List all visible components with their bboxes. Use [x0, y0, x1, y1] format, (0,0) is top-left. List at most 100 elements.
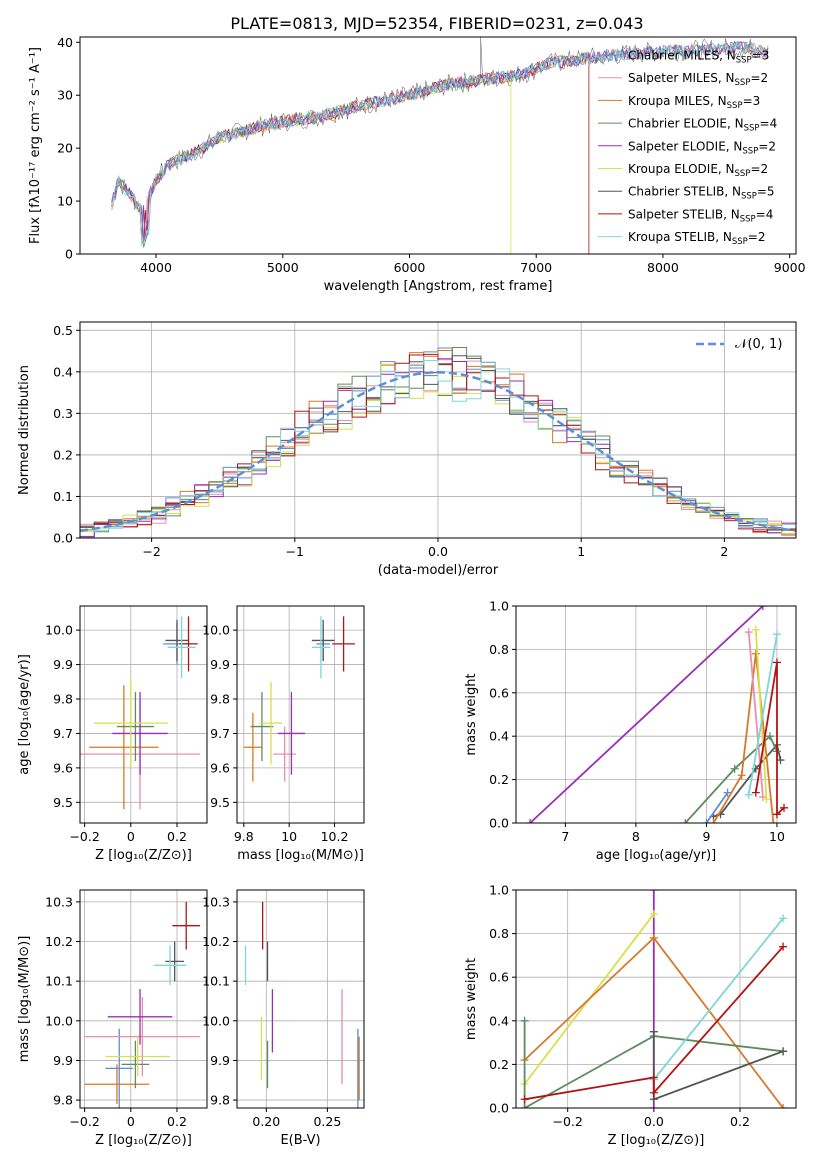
weight-marker: [751, 788, 760, 797]
x-axis-label: age [log₁₀(age/yr)]: [596, 848, 717, 863]
x-axis-label: E(B-V): [280, 1133, 320, 1148]
y-tick-label: 10.0: [45, 1013, 73, 1028]
weight-line: [529, 606, 764, 823]
y-tick-label: 0.4: [53, 364, 73, 379]
weight-marker: [520, 1104, 529, 1108]
y-axis-label: Normed distribution: [17, 365, 32, 495]
weight-line: [652, 1031, 784, 1101]
x-axis-label: Z [log₁₀(Z/Z⊙)]: [608, 1133, 705, 1148]
plot-area: [80, 347, 796, 538]
y-tick-label: 0.6: [489, 685, 509, 700]
legend-label: Salpeter ELODIE, NSSP=2: [628, 139, 776, 156]
x-tick-label: 5000: [267, 260, 299, 275]
weight-marker: [779, 942, 788, 951]
spectrum-line: [111, 40, 769, 247]
weight-marker: [779, 914, 788, 923]
figure-title: PLATE=0813, MJD=52354, FIBERID=0231, z=0…: [230, 14, 643, 33]
y-tick-label: 9.9: [210, 1053, 230, 1068]
weight-marker: [649, 1027, 658, 1036]
x-tick-label: 7000: [520, 260, 552, 275]
panel-residuals: −2 −1 0.0 1 2 0.0 0.1 0.2 0.3 0.4 0.5 (data-model)/…: [17, 321, 797, 578]
weight-marker: [765, 732, 774, 741]
x-tick-label: 10: [281, 829, 297, 844]
plot-area: [84, 901, 201, 1108]
y-tick-label: 9.7: [53, 726, 73, 741]
y-tick-label: 0.8: [489, 642, 509, 657]
weight-marker: [751, 649, 760, 658]
y-tick-label: 9.6: [53, 760, 73, 775]
x-tick-label: 9: [702, 829, 710, 844]
x-tick-label: 9.8: [234, 829, 254, 844]
y-tick-label: 0.5: [53, 323, 73, 338]
x-axis-label: (data-model)/error: [378, 563, 499, 578]
x-axis-label: Z [log₁₀(Z/Z⊙)]: [95, 848, 192, 863]
axes-frame: [515, 889, 797, 1109]
y-axis-label: age [log₁₀(age/yr)]: [17, 654, 32, 775]
y-tick-label: 0.3: [53, 406, 73, 421]
x-tick-label: 0.0: [644, 1114, 664, 1129]
x-axis-label: Z [log₁₀(Z/Z⊙)]: [95, 1133, 192, 1148]
y-tick-label: 0.4: [489, 729, 509, 744]
weight-marker: [681, 819, 690, 823]
y-tick-label: 0.6: [489, 970, 509, 985]
weight-marker: [520, 1016, 529, 1025]
weight-line: [747, 634, 778, 795]
x-axis-label: wavelength [Angstrom, rest frame]: [324, 279, 553, 294]
y-tick-label: 9.5: [53, 795, 73, 810]
plot-area: [520, 890, 788, 1108]
y-tick-label: 9.7: [210, 726, 230, 741]
axes-frame: [236, 889, 365, 1109]
y-tick-label: 10.0: [202, 623, 230, 638]
y-tick-label: 0.2: [53, 447, 73, 462]
panel-weight_vs_age: 7 8 9 10 0.0 0.2 0.4 0.6 0.8 1.0 age [log₁₀(age/yr…: [464, 599, 797, 863]
axes-frame: [79, 889, 208, 1109]
weight-marker: [709, 819, 718, 823]
weight-marker: [649, 933, 658, 942]
legend-label: Chabrier ELODIE, NSSP=4: [628, 117, 777, 134]
weight-marker: [744, 628, 753, 637]
axes-frame: [79, 605, 208, 824]
weight-marker: [772, 630, 781, 639]
x-tick-label: 0.20: [252, 1114, 280, 1129]
y-tick-label: 10.3: [202, 894, 230, 909]
y-tick-label: 9.8: [210, 692, 230, 707]
x-tick-label: 9000: [774, 260, 806, 275]
legend-label: Kroupa STELIB, NSSP=2: [628, 230, 766, 247]
y-tick-label: 10.1: [202, 974, 230, 989]
x-tick-label: 10: [769, 829, 785, 844]
y-tick-label: 0: [65, 247, 73, 262]
panel-age_vs_Z: −0.2 0 0.2 9.5 9.6 9.7 9.8 9.9 10.0 Z [log₁₀(Z/Z⊙…: [17, 605, 208, 863]
weight-line: [524, 946, 784, 1101]
x-axis-label: mass [log₁₀(M/M⊙)]: [237, 848, 364, 863]
legend-label: Salpeter MILES, NSSP=2: [628, 71, 768, 88]
y-tick-label: 30: [57, 88, 73, 103]
y-axis-label: mass weight: [464, 673, 479, 755]
x-tick-label: 1: [577, 544, 585, 559]
weight-line: [754, 662, 785, 817]
y-tick-label: 0.2: [489, 772, 509, 787]
x-tick-label: 10.2: [321, 829, 349, 844]
weight-marker: [772, 810, 781, 819]
y-tick-label: 9.8: [53, 1093, 73, 1108]
weight-marker: [649, 1088, 658, 1097]
panel-weight_vs_Z: −0.2 0.0 0.2 0.0 0.2 0.4 0.6 0.8 1.0 Z [log₁₀(Z/Z…: [464, 883, 797, 1148]
x-tick-label: 0.0: [428, 544, 448, 559]
weight-marker: [702, 819, 711, 823]
plot-area: [243, 616, 355, 782]
y-tick-label: 1.0: [489, 883, 509, 898]
y-tick-label: 9.9: [53, 657, 73, 672]
weight-marker: [526, 819, 535, 823]
y-tick-label: 0.0: [53, 531, 73, 546]
x-tick-label: 7: [561, 829, 569, 844]
weight-line: [754, 629, 768, 800]
spectrum-line: [111, 41, 769, 243]
x-tick-label: −1: [286, 544, 304, 559]
weight-marker: [520, 1095, 529, 1104]
legend-label: 𝒩(0, 1): [735, 337, 782, 352]
y-tick-label: 0.2: [489, 1057, 509, 1072]
y-tick-label: 10.2: [202, 934, 230, 949]
y-axis-label: mass weight: [464, 958, 479, 1040]
weight-marker: [744, 790, 753, 799]
x-tick-label: 8: [632, 829, 640, 844]
